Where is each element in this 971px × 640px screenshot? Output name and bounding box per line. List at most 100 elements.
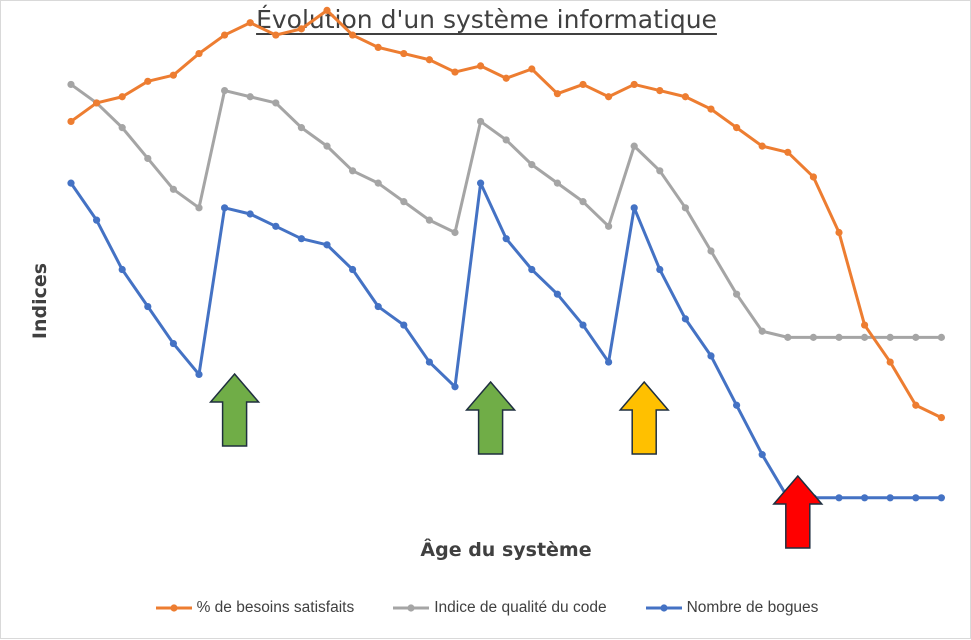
series-3-point (707, 352, 715, 360)
series-1-point (630, 80, 638, 89)
series-2-point (169, 185, 177, 193)
series-3-point (323, 241, 331, 249)
series-1-point (605, 93, 613, 101)
series-3-point (630, 204, 638, 212)
annotation-arrow-up (208, 372, 261, 447)
series-2-point (809, 333, 818, 341)
series-2-point (886, 333, 894, 341)
series-1-point (246, 19, 254, 27)
x-axis-label: Âge du système (420, 539, 592, 561)
series-2-point (579, 198, 587, 206)
series-1-point (528, 65, 536, 73)
series-3-point (656, 265, 664, 274)
legend-swatch (155, 604, 192, 612)
series-3-point (195, 370, 203, 379)
series-3-point (758, 451, 766, 459)
series-1-point (733, 124, 741, 132)
legend-label: % de besoins satisfaits (196, 599, 355, 616)
series-1-point (221, 31, 229, 39)
series-2-point (707, 247, 715, 255)
series-2-point (758, 327, 766, 335)
series-2-point (912, 333, 920, 341)
series-3-point (477, 179, 485, 187)
series-3-point (67, 179, 75, 187)
series-3-point (502, 235, 510, 243)
series-3-point (169, 339, 177, 348)
series-3-line (69, 181, 943, 500)
series-1-point (861, 321, 869, 329)
series-1-point (656, 86, 664, 95)
series-2-point (477, 117, 485, 126)
series-1-point (425, 56, 433, 64)
series-2-point (630, 142, 638, 150)
series-3-point (118, 265, 126, 274)
series-3-point (451, 383, 459, 391)
series-2-point (553, 179, 562, 187)
series-2-point (681, 204, 690, 212)
series-3-point (246, 210, 254, 218)
series-3-point (297, 235, 305, 243)
series-1-point (553, 90, 562, 98)
legend-item: Nombre de bogues (645, 599, 819, 617)
series-2-point (528, 161, 536, 169)
series-2-point (272, 99, 280, 107)
series-3-point (425, 358, 433, 366)
series-1-point (349, 31, 357, 39)
series-2-point (502, 136, 510, 144)
series-2-point (374, 179, 382, 187)
series-1-point (502, 74, 510, 82)
series-3-point (553, 290, 562, 298)
series-2-point (656, 167, 664, 175)
series-1-point (93, 99, 101, 107)
series-3-point (221, 204, 229, 212)
series-3-point (937, 494, 946, 502)
series-1-point (886, 358, 894, 366)
series-1-point (758, 142, 766, 150)
series-1-point (67, 117, 75, 126)
series-1-point (400, 49, 408, 58)
series-1 (67, 6, 946, 422)
series-2 (67, 80, 946, 341)
series-2-point (323, 142, 331, 150)
series-1-point (144, 77, 152, 85)
series-3-point (349, 265, 357, 274)
series-1-point (681, 93, 690, 101)
annotation-arrow-up (464, 380, 517, 455)
annotation-arrow-up (618, 380, 670, 455)
series-1-point (809, 173, 818, 181)
series-1-point (169, 71, 177, 79)
legend-swatch (645, 604, 682, 612)
series-1-point (451, 68, 459, 76)
series-3-point (374, 302, 382, 311)
series-2-point (605, 222, 613, 230)
chart-title: Évolution d'un système informatique (256, 5, 717, 34)
series-2-point (195, 204, 203, 212)
series-3-point (886, 494, 894, 502)
series-2-point (451, 228, 459, 237)
series-1-point (835, 228, 843, 237)
series-1-point (374, 43, 382, 52)
series-2-point (784, 333, 792, 341)
series-3-point (681, 315, 690, 323)
legend-label: Nombre de bogues (686, 599, 819, 616)
legend-swatch (393, 604, 430, 612)
series-2-point (349, 167, 357, 175)
series-1-point (118, 93, 126, 101)
series-3-point (93, 216, 101, 224)
series-3-point (400, 321, 408, 329)
series-3-point (733, 401, 741, 409)
series-2-point (400, 198, 408, 206)
series-3-point (912, 494, 920, 502)
series-2-point (937, 333, 946, 341)
series-2-point (246, 93, 254, 101)
series-2-point (835, 333, 843, 341)
series-2-point (221, 86, 229, 95)
series-2-point (861, 333, 869, 341)
y-axis-label: Indices (29, 262, 51, 340)
legend-item: % de besoins satisfaits (155, 599, 355, 617)
series-3-point (528, 265, 536, 274)
series-3-point (835, 494, 843, 502)
series-1-point (579, 80, 587, 89)
series-2-point (733, 290, 741, 298)
series-3-point (579, 321, 587, 329)
